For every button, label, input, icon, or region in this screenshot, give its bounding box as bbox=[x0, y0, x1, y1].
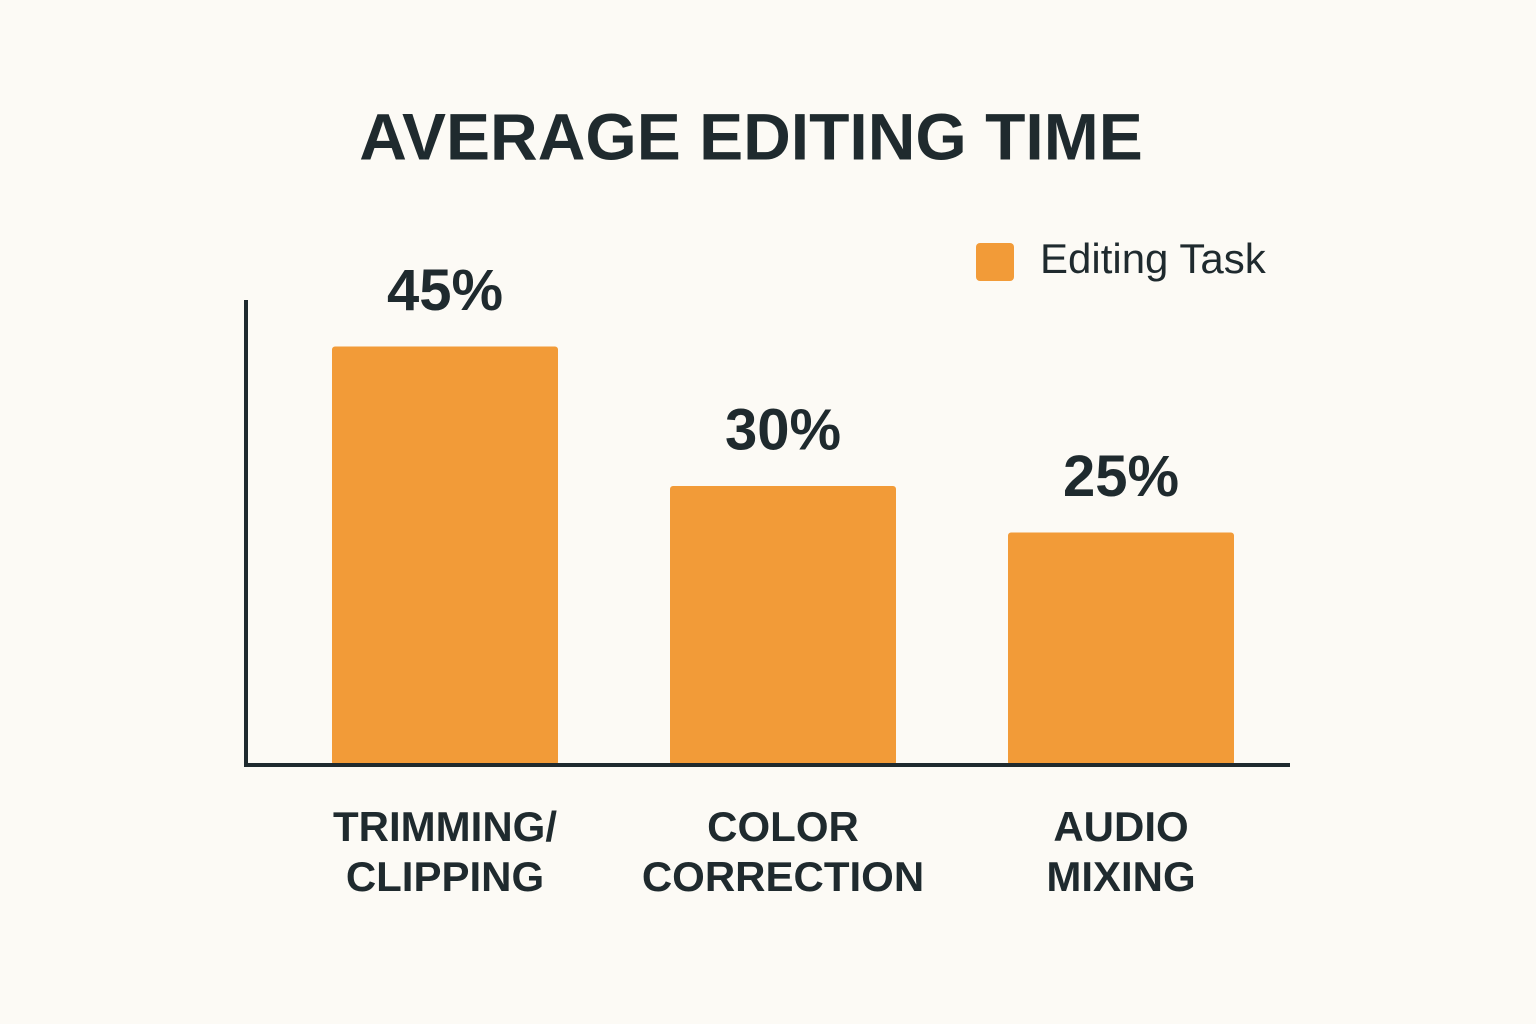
value-label: 45% bbox=[387, 258, 503, 323]
bar bbox=[1008, 532, 1234, 765]
bar bbox=[332, 346, 558, 765]
x-tick-label: CLIPPING bbox=[346, 853, 544, 900]
legend-label: Editing Task bbox=[1040, 235, 1267, 282]
x-tick-label: CORRECTION bbox=[642, 853, 924, 900]
value-label: 25% bbox=[1063, 444, 1179, 509]
chart-title: AVERAGE EDITING TIME bbox=[359, 99, 1143, 173]
x-tick-label: AUDIO bbox=[1053, 803, 1188, 850]
x-tick-label: TRIMMING/ bbox=[333, 803, 557, 850]
legend-swatch bbox=[976, 243, 1014, 281]
x-tick-label: MIXING bbox=[1046, 853, 1195, 900]
x-tick-label: COLOR bbox=[707, 803, 859, 850]
value-label: 30% bbox=[725, 397, 841, 462]
bar bbox=[670, 486, 896, 765]
